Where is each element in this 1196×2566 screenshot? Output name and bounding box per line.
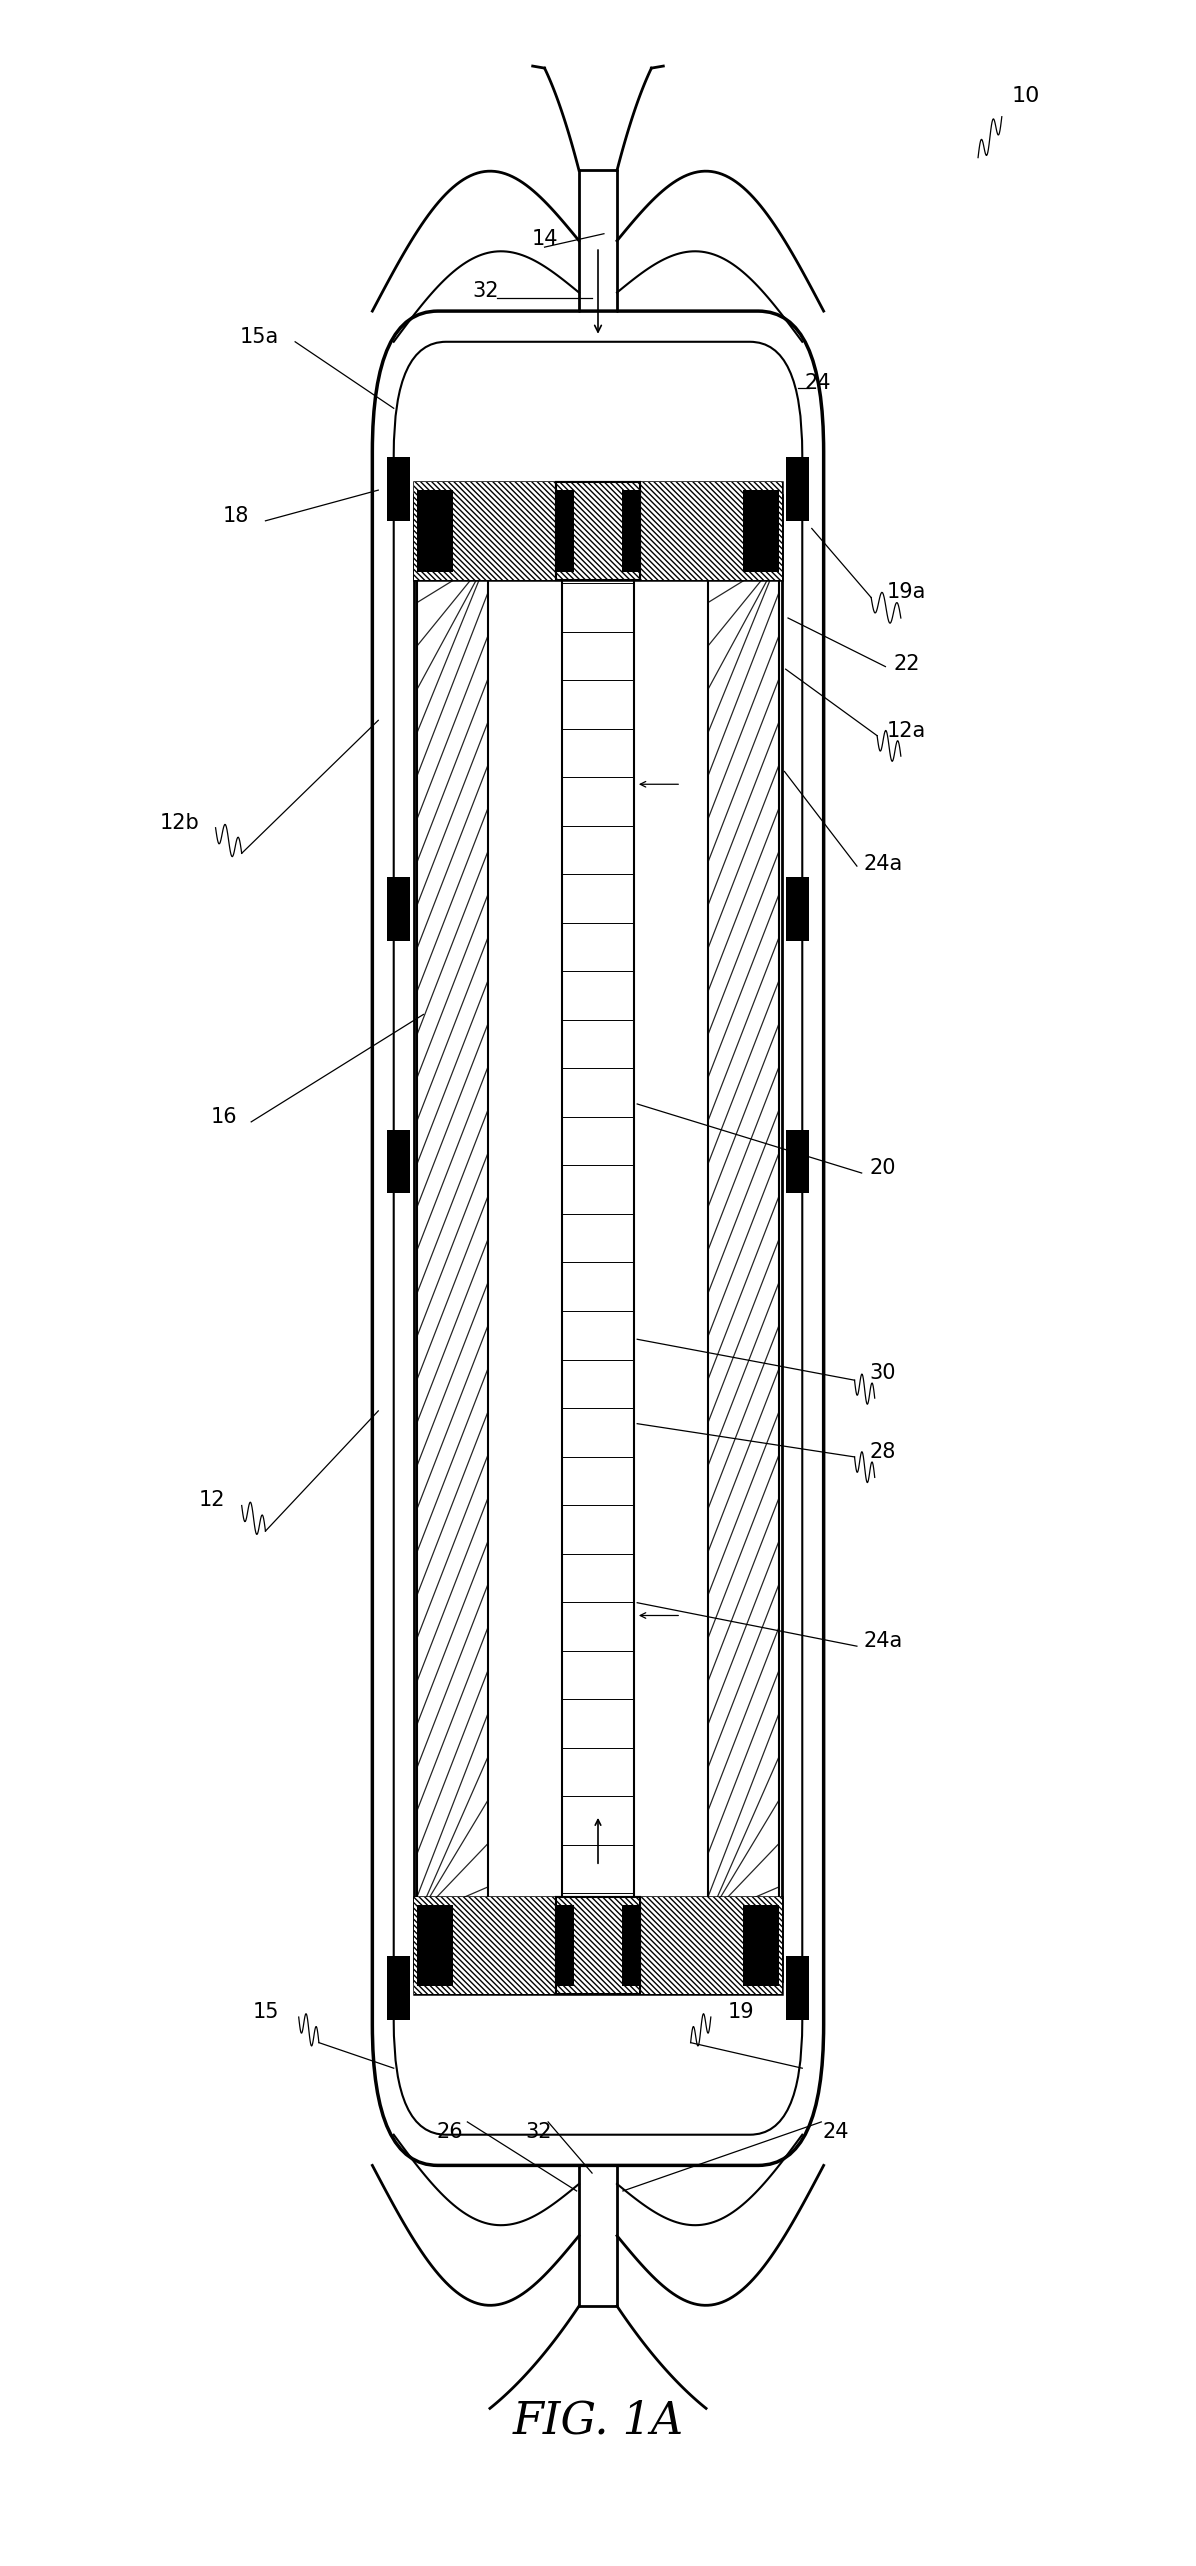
Bar [386, 1955, 410, 2019]
Bar [417, 559, 488, 1917]
Bar [556, 1896, 640, 1994]
Text: 15a: 15a [240, 326, 279, 346]
Bar [556, 490, 574, 572]
Bar [743, 1904, 779, 1986]
FancyBboxPatch shape [372, 310, 824, 2166]
Bar [414, 482, 782, 580]
Text: 22: 22 [893, 654, 920, 675]
Bar [786, 1129, 810, 1193]
Bar [708, 559, 779, 1917]
Bar [786, 1955, 810, 2019]
Bar [622, 490, 640, 572]
Bar [386, 457, 410, 521]
Text: 10: 10 [1012, 87, 1039, 105]
Bar [622, 1904, 640, 1986]
Bar [417, 490, 453, 572]
Bar [743, 490, 779, 572]
Text: 26: 26 [437, 2122, 463, 2143]
Bar [386, 1129, 410, 1193]
Bar [414, 495, 782, 1981]
Text: 19: 19 [727, 2001, 753, 2022]
Text: 18: 18 [222, 506, 249, 526]
Text: 30: 30 [869, 1363, 896, 1383]
Text: 32: 32 [472, 280, 499, 300]
Bar [414, 1896, 782, 1994]
Text: FIG. 1A: FIG. 1A [512, 2399, 684, 2443]
Text: 24a: 24a [864, 854, 903, 872]
Bar [556, 482, 640, 580]
Text: 24: 24 [823, 2122, 849, 2143]
Text: 24a: 24a [864, 1632, 903, 1650]
Bar [386, 878, 410, 942]
Text: 32: 32 [525, 2122, 551, 2143]
Text: 24: 24 [805, 372, 831, 393]
Text: 12a: 12a [887, 721, 927, 742]
Bar [556, 1896, 640, 1994]
Text: 12: 12 [199, 1491, 225, 1511]
Text: 20: 20 [869, 1157, 896, 1178]
Bar [786, 457, 810, 521]
Text: 15: 15 [252, 2001, 279, 2022]
Bar [417, 1904, 453, 1986]
Text: 19a: 19a [887, 582, 927, 603]
Bar [556, 1904, 574, 1986]
Bar [556, 482, 640, 580]
Text: 16: 16 [210, 1106, 237, 1126]
Text: 28: 28 [869, 1442, 896, 1463]
Bar [786, 878, 810, 942]
Text: 12b: 12b [160, 813, 200, 831]
Bar [414, 1896, 782, 1994]
Text: 14: 14 [531, 228, 557, 249]
Bar [414, 482, 782, 580]
